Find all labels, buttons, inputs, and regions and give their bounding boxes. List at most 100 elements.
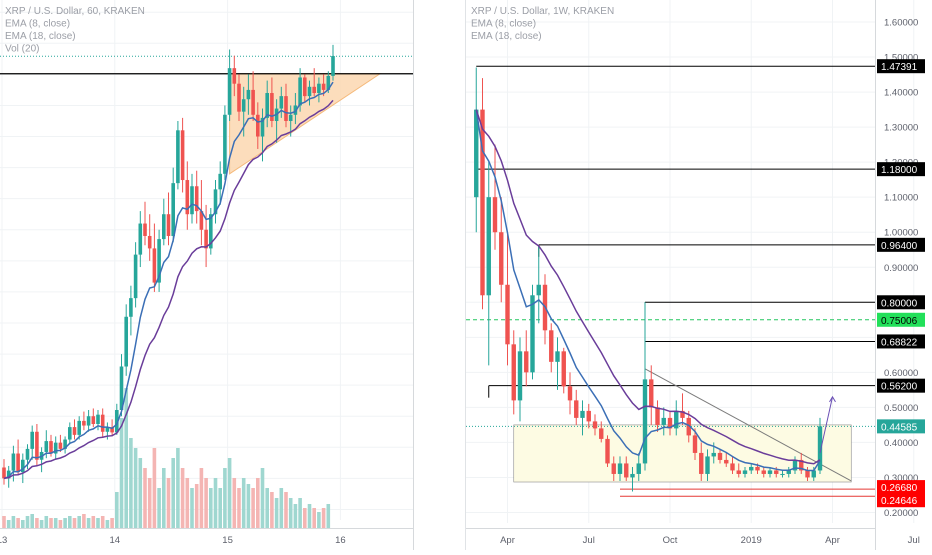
right-x-tick-label: 2019 [741,535,762,546]
left-candle-body [115,410,119,433]
left-volume-bar [86,518,91,528]
left-candle-body [53,442,58,454]
left-candle-body [49,441,53,454]
right-red-badge-1-bg [877,493,925,508]
left-volume-bar [265,488,269,528]
right-candle-body [761,470,766,474]
right-candle-body [599,428,604,439]
right-candle-body [755,466,760,471]
left-candle-body [307,86,312,97]
right-level-badge-0.80000: 0.80000 [881,298,918,309]
left-volume-bar [68,516,72,528]
left-volume-bar [185,478,190,528]
left-x-tick-label: 14 [110,535,121,546]
left-volume-bar [39,520,44,528]
left-candle-body [218,173,222,190]
right-legend-line-1: EMA (8, close) [471,19,536,30]
right-candle-body [561,351,566,387]
left-volume-bar [190,488,194,528]
left-candle-body [246,89,251,100]
right-candle-body [749,466,754,471]
left-volume-bar [133,448,138,528]
left-candle-body [317,83,321,94]
left-volume-bar [143,468,147,528]
right-candle-body [736,470,741,474]
gap-bg [414,0,466,550]
left-volume-bar [218,488,222,528]
left-candle-body [209,214,213,249]
right-candle-body [674,410,679,429]
right-chart-weekly: 1.600001.500001.400001.300001.200001.100… [414,0,925,550]
left-volume-bar [16,518,20,528]
left-candle-body [279,96,284,109]
left-candle-body [265,93,269,118]
left-candle-body [11,453,16,471]
left-candle-body [16,453,20,473]
left-volume-bar [105,520,110,528]
right-candle-body [661,417,666,425]
right-candle-body [799,459,804,471]
right-candle-body [499,232,504,285]
left-candle-body [162,214,166,240]
left-x-tick-label: 13 [0,535,7,546]
left-volume-bar [180,468,185,528]
left-candle-body [204,229,208,249]
right-last-price-badge: 0.44585 [881,422,918,433]
left-volume-bar [293,504,298,528]
left-candle-body [58,442,63,449]
right-x-tick-label: Apr [500,535,515,546]
left-volume-bar [204,478,208,528]
right-candle-body [811,470,816,478]
left-volume-bar [307,504,312,528]
left-volume-bar [147,478,152,528]
left-volume-bar [298,498,302,528]
left-candle-body [251,89,255,115]
right-level-badge-0.56200-bg [877,378,925,393]
left-volume-bar [100,516,105,528]
left-volume-bar [2,516,6,528]
right-x-tick-label: Jul [908,535,920,546]
left-volume-bar [115,492,119,528]
right-level-badge-0.68822: 0.68822 [881,337,918,348]
left-candle-body [171,183,175,236]
left-legend-line-1: EMA (8, close) [5,19,70,30]
right-candle-body [730,463,735,471]
left-candle-body [223,114,227,174]
right-red-badge-0-bg [877,480,925,495]
right-red-badge-1: 0.24646 [881,496,918,507]
right-legend-line-0: XRP / U.S. Dollar, 1W, KRAKEN [471,6,614,17]
right-candle-body [774,470,779,474]
right-candle-body [480,109,485,296]
left-volume-bar [11,516,16,528]
right-y-tick-label: 0.60000 [884,368,918,379]
right-candle-body [580,410,585,418]
right-candle-body [505,284,510,345]
right-candle-body [642,379,648,464]
right-green-level-badge: 0.75006 [881,316,918,327]
left-candle-body [298,77,302,106]
left-volume-bar [53,518,58,528]
right-candle-body [530,295,535,373]
left-candle-body [133,254,138,299]
left-candle-body [232,68,237,84]
left-candle-body [86,416,91,426]
right-level-badge-0.80000-bg [877,295,925,310]
left-candle-body [284,96,288,121]
left-volume-bar [82,514,86,528]
left-volume-bar [246,484,251,528]
left-candle-body [176,130,180,184]
left-candle-body [44,441,49,452]
right-candle-body [742,470,748,474]
right-candle-body [492,197,498,233]
left-volume-bar [49,518,53,528]
left-candle-body [2,467,6,479]
right-last-price-badge-bg [877,419,925,434]
right-y-tick-label: 0.50000 [884,403,918,414]
right-candle-body [617,463,623,474]
right-y-tick-label: 1.00000 [884,228,918,239]
right-y-tick-label: 1.10000 [884,193,918,204]
left-candle-body [138,223,143,255]
right-y-tick-label: 1.40000 [884,88,918,99]
right-red-badge-0: 0.26680 [881,483,918,494]
